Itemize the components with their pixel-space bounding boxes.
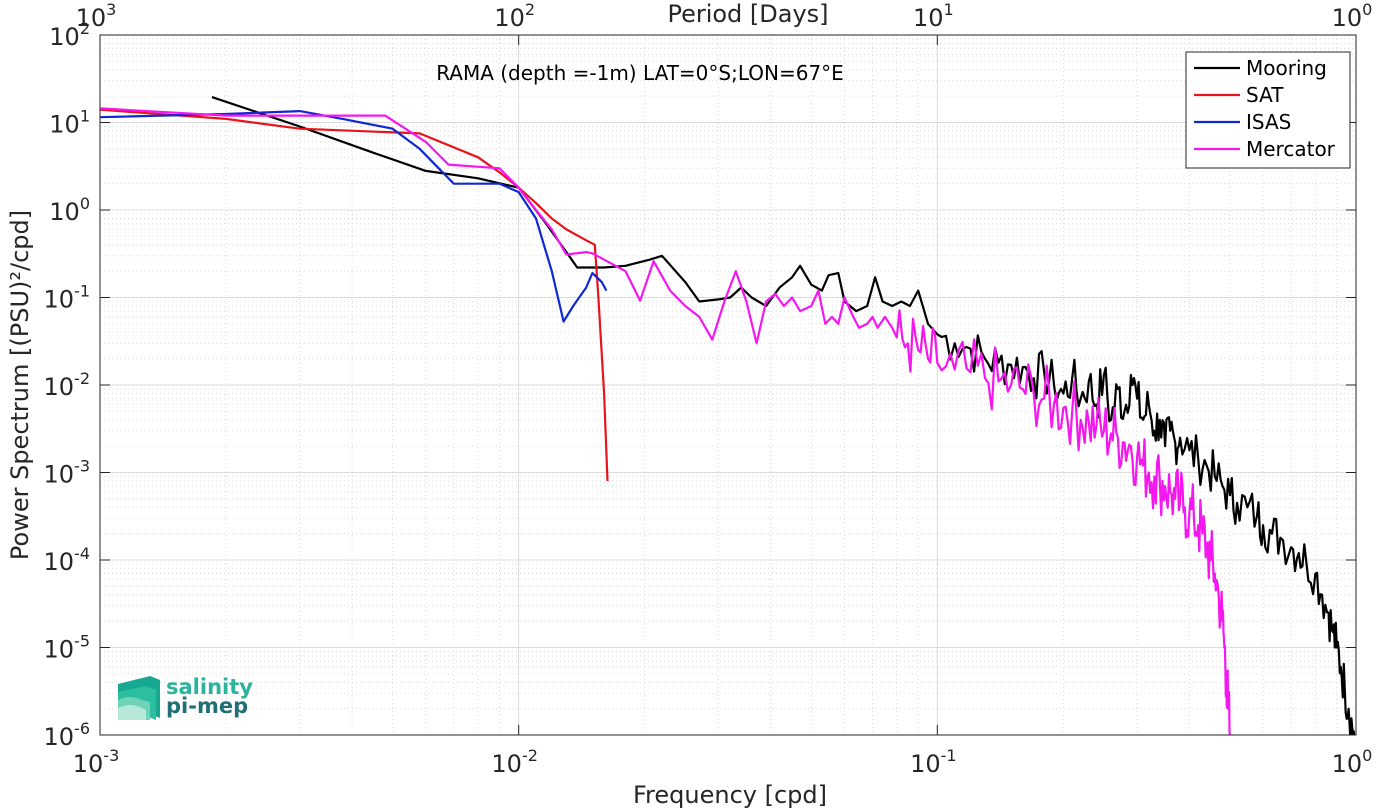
top-tick-label: 100 <box>1332 0 1373 32</box>
chart-title: RAMA (depth =-1m) LAT=0°S;LON=67°E <box>436 61 844 85</box>
top-axis-label: Period [Days] <box>667 0 828 28</box>
legend-label-mooring: Mooring <box>1246 56 1327 80</box>
x-tick-label: 10-2 <box>491 746 538 778</box>
y-axis-label: Power Spectrum [(PSU)²/cpd] <box>6 210 34 560</box>
top-tick-label: 103 <box>76 0 117 32</box>
y-tick-label: 10-4 <box>44 544 91 576</box>
legend-label-mercator: Mercator <box>1246 137 1336 161</box>
y-tick-label: 10-1 <box>44 282 91 314</box>
series-line-mercator <box>100 107 1232 735</box>
y-tick-label: 101 <box>49 107 90 139</box>
minor-grid <box>100 35 1356 735</box>
logo-wave-icon <box>118 676 160 720</box>
legend: Mooring SAT ISAS Mercator <box>1185 51 1351 169</box>
series-line-mooring <box>211 96 1356 735</box>
y-tick-label: 100 <box>49 194 90 226</box>
y-tick-label: 10-5 <box>44 632 91 664</box>
y-tick-label: 10-3 <box>44 457 91 489</box>
top-tick-label: 101 <box>913 0 954 32</box>
series-line-sat <box>100 108 609 482</box>
series-line-isas <box>100 110 608 323</box>
x-tick-label: 10-3 <box>73 746 120 778</box>
logo-text-salinity: salinity <box>166 675 253 699</box>
tick-marks <box>99 34 1357 736</box>
x-tick-label: 10-1 <box>910 746 957 778</box>
x-axis-label: Frequency [cpd] <box>633 781 827 809</box>
top-tick-label: 102 <box>494 0 535 32</box>
y-tick-label: 10-2 <box>44 369 91 401</box>
legend-label-isas: ISAS <box>1246 110 1291 134</box>
y-tick-label: 10-6 <box>44 719 91 751</box>
x-tick-label: 100 <box>1332 746 1373 778</box>
legend-label-sat: SAT <box>1246 83 1284 107</box>
series-layer <box>100 96 1356 735</box>
logo-text-pimep: pi-mep <box>166 694 248 718</box>
y-tick-label: 102 <box>49 19 90 51</box>
salinity-pimep-logo: salinity pi-mep <box>118 675 253 720</box>
